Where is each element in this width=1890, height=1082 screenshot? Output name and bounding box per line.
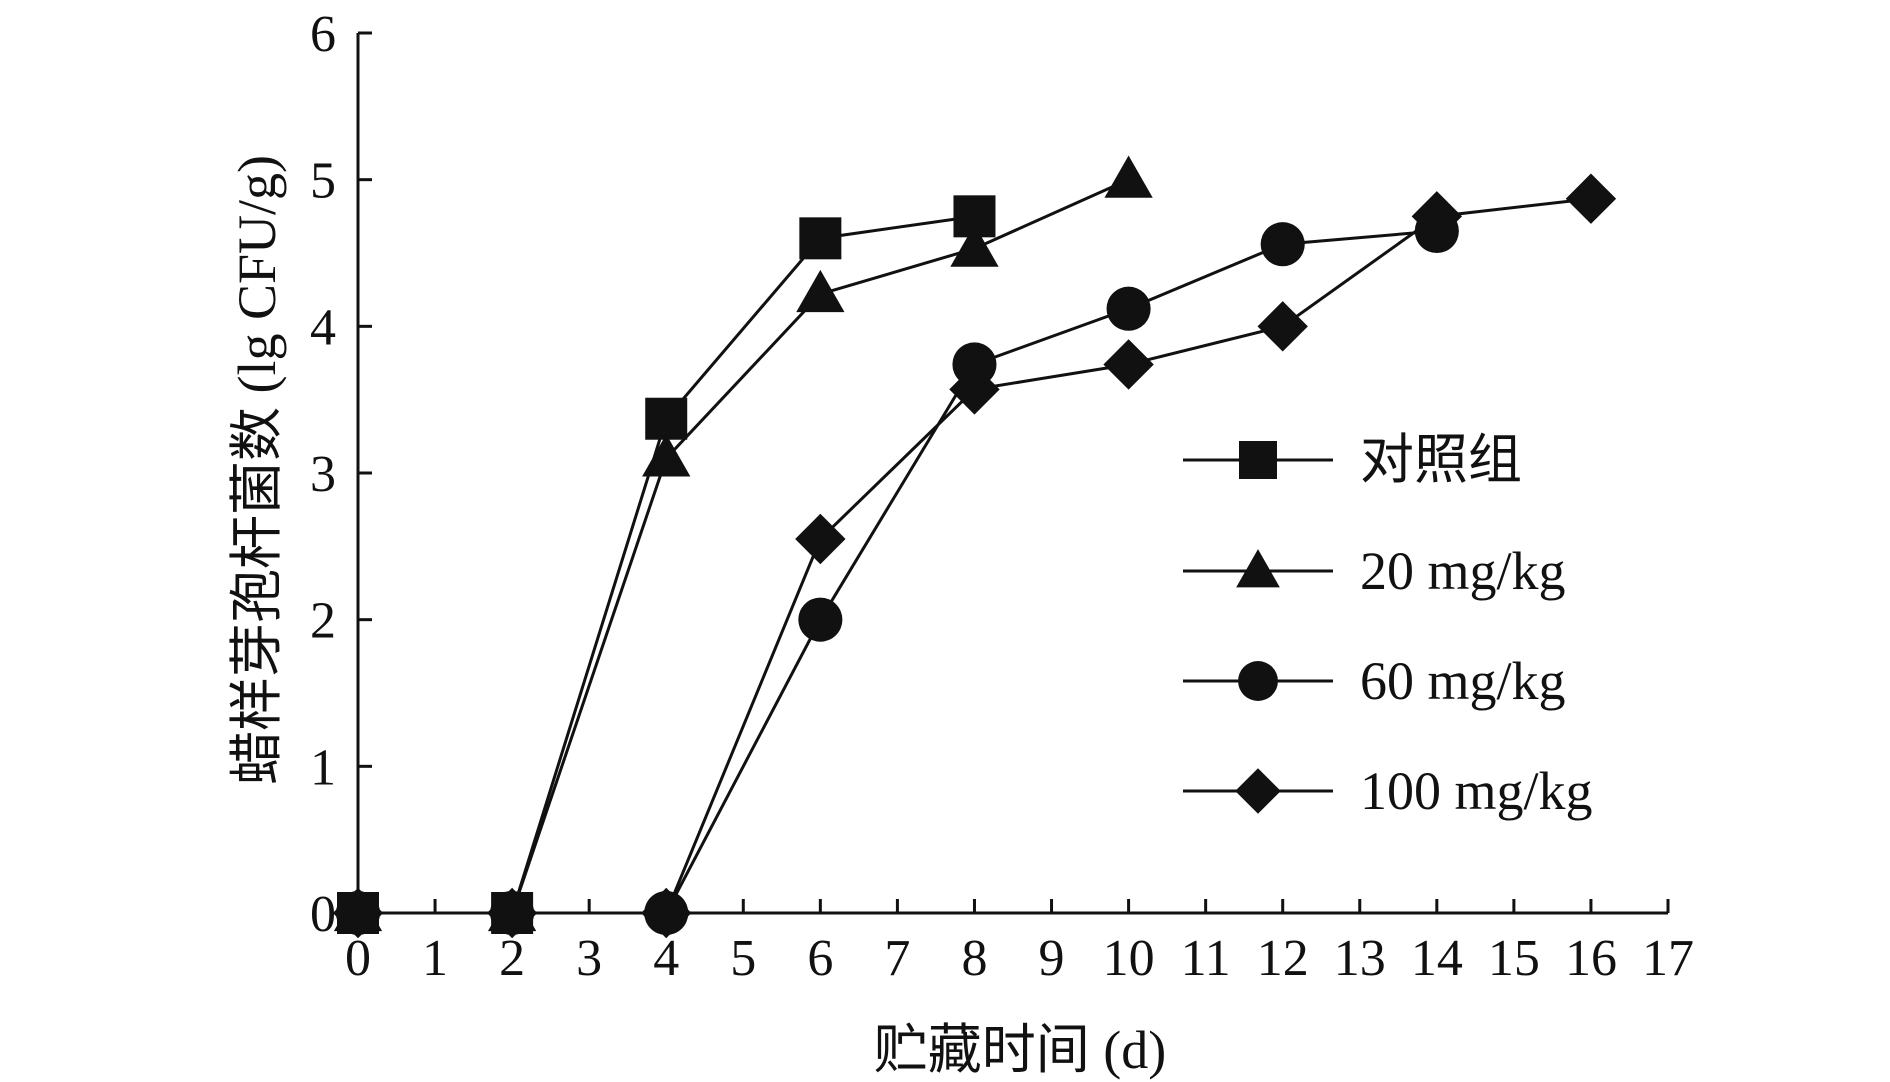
x-tick-label: 4 — [653, 930, 679, 987]
data-point — [795, 513, 846, 565]
y-axis-title: 蜡样芽孢杆菌数 (lg CFU/g) — [227, 155, 287, 785]
data-point — [1260, 222, 1305, 267]
x-tick-label: 3 — [576, 930, 602, 987]
x-tick-label: 5 — [730, 930, 756, 987]
data-point — [644, 890, 689, 936]
y-tick-label: 5 — [310, 153, 336, 210]
data-point — [799, 217, 842, 260]
data-point — [337, 892, 379, 934]
y-tick-label: 6 — [310, 6, 336, 63]
data-point — [796, 269, 845, 313]
data-point — [642, 434, 691, 477]
data-point — [645, 397, 688, 440]
series-line — [358, 178, 1130, 915]
x-tick-label: 8 — [961, 930, 987, 987]
x-tick-label: 2 — [499, 930, 525, 987]
series-layer — [332, 155, 1617, 939]
legend: 对照组 20 mg/kg 60 mg/kg 100 mg/kg — [1183, 430, 1593, 821]
x-axis-title: 贮藏时间 (d) — [874, 1020, 1166, 1080]
x-tick-label: 6 — [807, 930, 833, 987]
series-triangle — [333, 155, 1153, 932]
legend-item: 60 mg/kg — [1183, 651, 1566, 711]
legend-marker — [1236, 549, 1280, 588]
data-point — [1106, 286, 1151, 331]
x-tick-label: 10 — [1103, 930, 1155, 987]
legend-marker — [1238, 661, 1278, 701]
x-tick-label: 1 — [422, 930, 448, 987]
y-tick-label: 4 — [310, 299, 336, 356]
data-point — [1414, 208, 1459, 254]
x-tick-label: 16 — [1565, 930, 1617, 987]
x-tick-label: 15 — [1488, 930, 1540, 987]
legend-item: 100 mg/kg — [1183, 761, 1593, 821]
y-tick-label: 0 — [310, 886, 336, 943]
legend-marker — [1239, 441, 1277, 479]
legend-label: 100 mg/kg — [1360, 761, 1593, 821]
data-point — [491, 892, 534, 934]
legend-label: 对照组 — [1360, 430, 1522, 490]
x-tick-label: 11 — [1181, 930, 1231, 987]
x-tick-label: 17 — [1642, 930, 1694, 987]
legend-label: 60 mg/kg — [1360, 651, 1566, 711]
data-point — [952, 342, 997, 387]
x-tick-label: 12 — [1257, 930, 1309, 987]
y-tick-label: 3 — [310, 446, 336, 503]
data-point — [950, 224, 999, 267]
x-tick-label: 14 — [1411, 930, 1463, 987]
data-point — [1257, 301, 1308, 352]
data-point — [1565, 173, 1617, 224]
x-tick-label: 9 — [1039, 930, 1065, 987]
y-tick-label: 1 — [310, 739, 336, 796]
data-point — [953, 195, 996, 238]
x-tick-label: 7 — [884, 930, 910, 987]
legend-marker — [1235, 768, 1281, 814]
data-point — [1103, 339, 1154, 390]
legend-item: 对照组 — [1183, 430, 1522, 490]
legend-item: 20 mg/kg — [1183, 541, 1566, 601]
data-point — [798, 597, 843, 642]
series-square — [337, 195, 996, 934]
data-point — [1104, 155, 1153, 198]
x-tick-label: 13 — [1334, 930, 1386, 987]
legend-label: 20 mg/kg — [1360, 541, 1566, 601]
y-tick-label: 2 — [310, 593, 336, 650]
series-line — [358, 229, 1437, 915]
x-tick-label: 0 — [345, 930, 371, 987]
series-line — [358, 214, 975, 915]
